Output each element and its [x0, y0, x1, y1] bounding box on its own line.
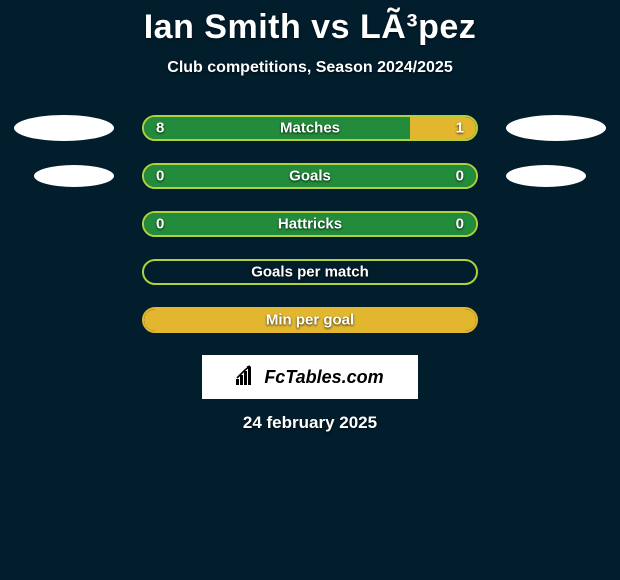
stat-label: Goals per match: [251, 264, 369, 281]
player-left-ellipse: [14, 115, 114, 141]
stat-row: Min per goal: [0, 307, 620, 333]
stat-value-left: 8: [156, 120, 164, 137]
player-right-ellipse: [506, 115, 606, 141]
stat-label: Matches: [280, 120, 340, 137]
stat-row: 0 0 Hattricks: [0, 211, 620, 237]
brand-box[interactable]: FcTables.com: [202, 355, 418, 399]
chart-icon: [236, 365, 258, 390]
stat-value-right: 1: [456, 120, 464, 137]
stat-bar: 8 1 Matches: [142, 115, 478, 141]
stat-value-right: 0: [456, 216, 464, 233]
stat-row: 0 0 Goals: [0, 163, 620, 189]
stat-value-right: 0: [456, 168, 464, 185]
stat-value-left: 0: [156, 216, 164, 233]
player-right-ellipse: [506, 165, 586, 187]
stat-row: Goals per match: [0, 259, 620, 285]
stat-bar: 0 0 Hattricks: [142, 211, 478, 237]
stat-label: Hattricks: [278, 216, 342, 233]
date-label: 24 february 2025: [0, 413, 620, 433]
stat-value-left: 0: [156, 168, 164, 185]
page-subtitle: Club competitions, Season 2024/2025: [0, 59, 620, 77]
stat-bar: Min per goal: [142, 307, 478, 333]
stat-bar: Goals per match: [142, 259, 478, 285]
brand-text: FcTables.com: [264, 367, 383, 388]
comparison-card: Ian Smith vs LÃ³pez Club competitions, S…: [0, 0, 620, 433]
page-title: Ian Smith vs LÃ³pez: [0, 8, 620, 47]
stat-row: 8 1 Matches: [0, 115, 620, 141]
stat-bar: 0 0 Goals: [142, 163, 478, 189]
bar-fill-right: [410, 117, 476, 139]
stat-label: Goals: [289, 168, 331, 185]
player-left-ellipse: [34, 165, 114, 187]
stat-label: Min per goal: [266, 312, 354, 329]
bar-fill-left: [144, 117, 410, 139]
stats-list: 8 1 Matches 0 0 Goals 0 0 Hattricks Goals per mat…: [0, 115, 620, 333]
